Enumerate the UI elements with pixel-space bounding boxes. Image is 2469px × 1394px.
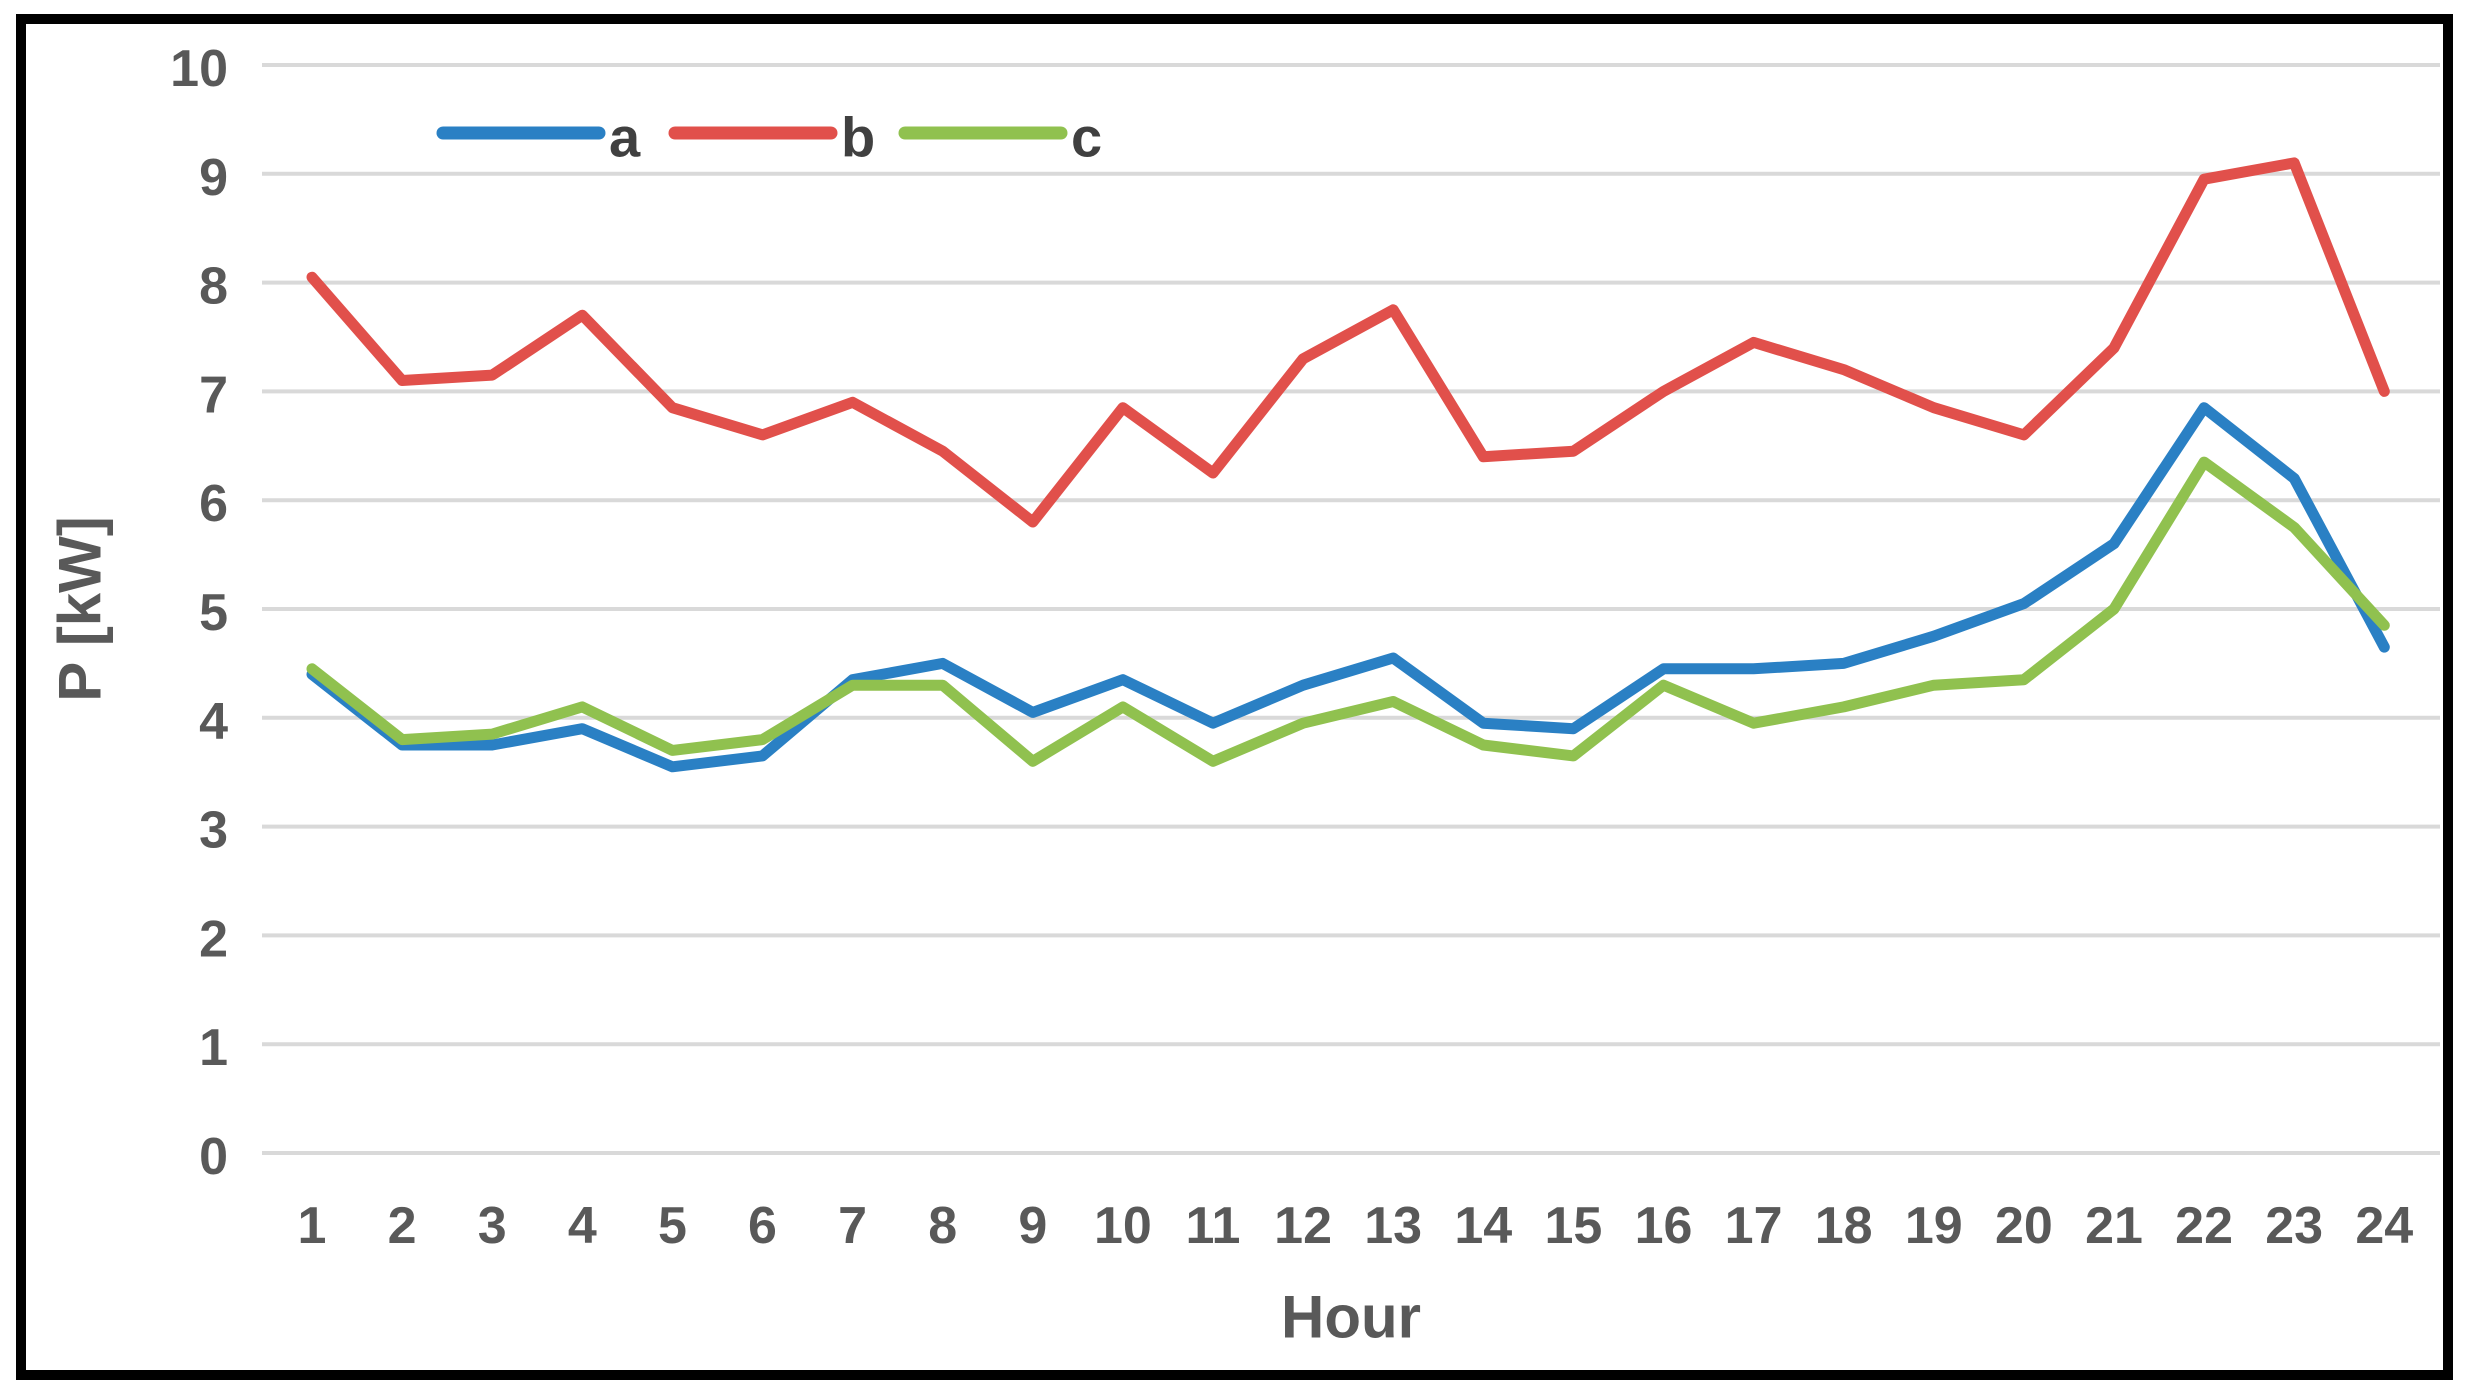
series-b-line <box>306 157 2390 528</box>
y-tick-label-6: 6 <box>199 475 228 533</box>
x-tick-label-6: 6 <box>748 1197 777 1255</box>
x-tick-label-17: 17 <box>1725 1197 1783 1255</box>
y-axis-title: P [kW] <box>47 516 114 702</box>
x-tick-label-24: 24 <box>2355 1197 2413 1255</box>
series-a-line <box>306 402 2390 773</box>
y-tick-label-2: 2 <box>199 910 228 968</box>
x-tick-label-1: 1 <box>298 1197 327 1255</box>
y-tick-label-1: 1 <box>199 1019 228 1077</box>
x-tick-label-13: 13 <box>1364 1197 1422 1255</box>
legend-label-b: b <box>841 106 875 169</box>
series-layer <box>306 157 2390 773</box>
x-tick-label-19: 19 <box>1905 1197 1963 1255</box>
legend-item-c: c <box>898 106 1102 169</box>
y-tick-label-8: 8 <box>199 258 228 316</box>
x-tick-label-14: 14 <box>1454 1197 1512 1255</box>
y-tick-label-10: 10 <box>170 40 228 98</box>
y-tick-label-0: 0 <box>199 1128 228 1186</box>
y-tick-label-9: 9 <box>199 149 228 207</box>
x-tick-label-11: 11 <box>1186 1197 1241 1255</box>
legend-item-a: a <box>436 106 641 169</box>
y-tick-label-3: 3 <box>199 802 228 860</box>
x-tick-label-2: 2 <box>388 1197 417 1255</box>
series-c-line <box>306 456 2390 767</box>
x-axis-title: Hour <box>1281 1284 1421 1351</box>
x-tick-label-21: 21 <box>2085 1197 2143 1255</box>
x-tick-label-7: 7 <box>838 1197 867 1255</box>
x-tick-label-12: 12 <box>1274 1197 1332 1255</box>
x-tick-label-22: 22 <box>2175 1197 2233 1255</box>
x-tick-label-16: 16 <box>1635 1197 1693 1255</box>
x-tick-label-3: 3 <box>478 1197 507 1255</box>
legend-item-b: b <box>668 106 875 169</box>
legend-label-c: c <box>1071 106 1102 169</box>
y-tick-label-4: 4 <box>199 693 228 751</box>
x-tick-label-5: 5 <box>658 1197 687 1255</box>
x-tick-label-18: 18 <box>1815 1197 1873 1255</box>
y-tick-label-7: 7 <box>199 366 228 424</box>
x-tick-label-4: 4 <box>568 1197 597 1255</box>
x-tick-label-8: 8 <box>928 1197 957 1255</box>
x-tick-label-9: 9 <box>1018 1197 1047 1255</box>
x-tick-label-10: 10 <box>1094 1197 1152 1255</box>
legend-label-a: a <box>609 106 641 169</box>
x-tick-label-23: 23 <box>2265 1197 2323 1255</box>
x-tick-label-20: 20 <box>1995 1197 2053 1255</box>
gridline-layer <box>262 63 2440 1155</box>
y-tick-label-5: 5 <box>199 584 228 642</box>
legend: a b c <box>436 106 1102 169</box>
x-tick-label-15: 15 <box>1544 1197 1602 1255</box>
